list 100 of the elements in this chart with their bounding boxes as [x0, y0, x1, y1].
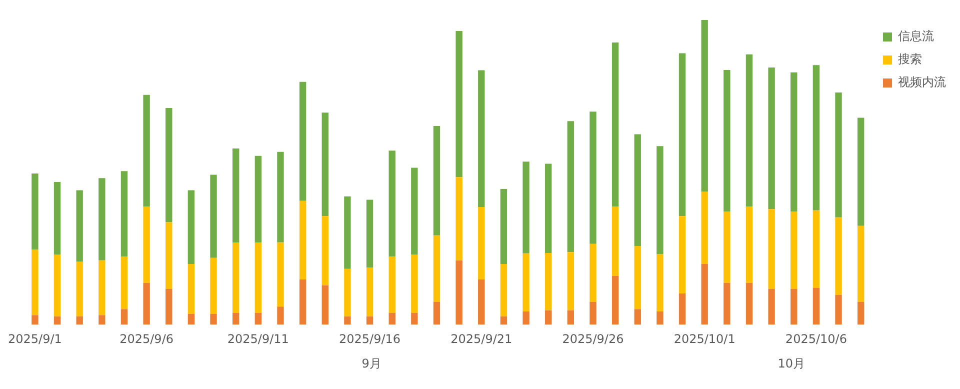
bar	[835, 294, 842, 325]
bar	[188, 314, 195, 325]
bar	[812, 210, 820, 288]
bar	[522, 312, 530, 325]
bar	[656, 146, 664, 254]
bar	[433, 126, 440, 236]
bar	[232, 148, 240, 243]
bar	[634, 246, 641, 310]
bar	[478, 70, 485, 208]
bar	[299, 82, 306, 201]
bar	[322, 112, 328, 216]
bar	[567, 121, 574, 252]
bar	[143, 282, 150, 325]
bar	[54, 182, 61, 255]
bar	[500, 264, 508, 316]
bar	[768, 68, 775, 210]
bar	[120, 256, 128, 310]
bar	[835, 217, 842, 295]
bar	[500, 189, 508, 264]
bar	[724, 70, 730, 212]
bar	[857, 118, 864, 226]
bar	[277, 152, 284, 242]
legend-label: 搜索	[898, 52, 922, 66]
bar	[768, 209, 775, 289]
bar	[544, 253, 552, 310]
bar	[366, 200, 374, 268]
bar	[366, 316, 374, 325]
bar	[344, 316, 351, 325]
bar	[322, 216, 328, 286]
bar	[120, 309, 128, 325]
bar	[120, 171, 128, 257]
bar	[590, 244, 596, 302]
bar	[634, 134, 641, 246]
bar	[299, 200, 306, 280]
bar	[322, 285, 328, 325]
bar	[746, 282, 753, 325]
bar	[612, 276, 619, 325]
x-tick-label: 2025/9/11	[227, 332, 289, 346]
bar	[76, 262, 83, 316]
bar	[456, 177, 462, 260]
bar	[254, 242, 262, 313]
bar	[790, 72, 798, 212]
bar	[210, 174, 217, 258]
bar	[54, 254, 61, 316]
x-tick-label: 2025/9/1	[8, 332, 62, 346]
bar	[656, 254, 664, 312]
bar	[98, 178, 106, 260]
bar	[544, 164, 552, 254]
bar	[701, 264, 708, 325]
bar	[232, 312, 240, 325]
bar	[344, 196, 351, 269]
bar	[701, 20, 708, 192]
bar	[478, 207, 485, 280]
x-tick-label: 2025/10/6	[785, 332, 847, 346]
bar	[634, 309, 641, 325]
bar	[166, 108, 172, 222]
bar	[277, 242, 284, 307]
bar	[835, 92, 842, 218]
bar	[76, 316, 83, 325]
bar	[746, 206, 753, 283]
bar	[522, 253, 530, 312]
bar	[411, 168, 418, 255]
x-tick-label: 2025/9/16	[339, 332, 401, 346]
bar	[388, 312, 396, 325]
bar	[612, 42, 619, 207]
bar	[768, 288, 775, 325]
bar	[166, 288, 172, 325]
bar	[790, 212, 798, 289]
bar	[188, 190, 195, 264]
text: 10月	[778, 356, 806, 371]
bar	[433, 302, 440, 325]
bar	[724, 282, 730, 325]
legend-label: 视频内流	[898, 75, 946, 90]
bar	[254, 312, 262, 325]
x-tick-label: 2025/9/6	[120, 332, 174, 346]
bar	[76, 190, 83, 262]
bar	[188, 264, 195, 314]
bar	[522, 162, 530, 254]
bar	[678, 216, 686, 294]
legend-label: 信息流	[898, 29, 934, 44]
bar	[98, 315, 106, 325]
bar	[143, 94, 150, 207]
bar	[32, 174, 38, 250]
bar	[210, 258, 217, 314]
bar	[590, 112, 596, 244]
x-tick-label: 2025/9/21	[450, 332, 512, 346]
bar	[857, 226, 864, 302]
bar	[143, 206, 150, 283]
bar	[590, 302, 596, 325]
bar	[210, 314, 217, 325]
bar	[433, 235, 440, 302]
bar	[411, 254, 418, 313]
bar	[612, 206, 619, 276]
bar	[166, 222, 172, 289]
bar	[344, 268, 351, 316]
bar	[701, 191, 708, 264]
bar	[277, 306, 284, 325]
bar	[456, 30, 462, 178]
bar	[299, 280, 306, 325]
bar	[98, 260, 106, 316]
